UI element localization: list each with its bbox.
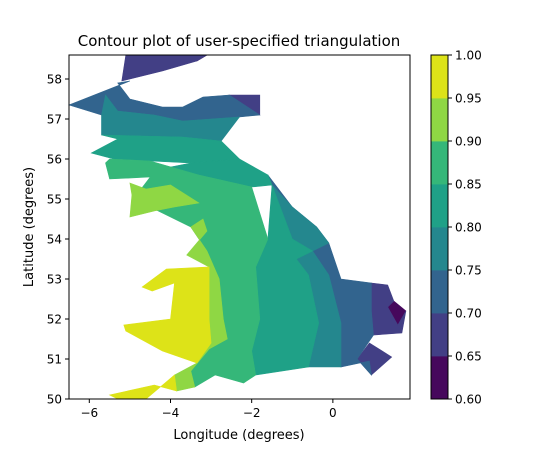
- y-tick-label: 52: [47, 313, 62, 327]
- colorbar-segment: [431, 55, 448, 99]
- colorbar-tick-label: 0.75: [455, 264, 482, 278]
- colorbar-segment: [431, 141, 448, 185]
- contour-band-6-region-1: [174, 218, 228, 392]
- contour-band-7-region-1: [108, 374, 177, 400]
- colorbar-tick-label: 0.90: [455, 135, 482, 149]
- colorbar-tick-label: 0.85: [455, 178, 482, 192]
- colorbar: 0.60 0.65 0.70 0.75 0.80 0.85 0.90 0.95 1.00: [430, 49, 482, 407]
- y-axis-label: Latitude (degrees): [22, 167, 37, 287]
- x-tick-label: −2: [243, 406, 261, 420]
- colorbar-tick-label: 0.70: [455, 307, 482, 321]
- y-tick-label: 58: [47, 73, 62, 87]
- x-axis-ticks: −6 −4 −2 0: [80, 399, 337, 420]
- contour-band-1-region-0: [121, 54, 209, 82]
- colorbar-tick-label: 1.00: [455, 49, 482, 63]
- colorbar-segment: [431, 227, 448, 271]
- x-tick-label: −4: [162, 406, 180, 420]
- contour-band-6-region-0: [129, 182, 200, 218]
- colorbar-tick-label: 0.65: [455, 350, 482, 364]
- y-tick-label: 54: [47, 233, 62, 247]
- contour-band-2-region-0: [68, 80, 261, 122]
- x-tick-label: −6: [80, 406, 98, 420]
- y-tick-label: 51: [47, 353, 62, 367]
- y-tick-label: 53: [47, 273, 62, 287]
- contour-bands: [68, 54, 407, 400]
- contour-band-7-region-0: [123, 266, 212, 364]
- plot-frame: [68, 54, 411, 400]
- colorbar-tick-label: 0.80: [455, 221, 482, 235]
- y-tick-label: 56: [47, 153, 62, 167]
- colorbar-tick-label: 0.95: [455, 92, 482, 106]
- colorbar-segment: [431, 184, 448, 228]
- colorbar-segment: [431, 270, 448, 314]
- y-tick-label: 50: [47, 393, 62, 407]
- colorbar-segment: [431, 313, 448, 357]
- colorbar-tick-label: 0.60: [455, 393, 482, 407]
- x-axis-label: Longitude (degrees): [173, 428, 304, 443]
- colorbar-segment: [431, 98, 448, 142]
- x-tick-label: 0: [329, 406, 337, 420]
- y-tick-label: 57: [47, 113, 62, 127]
- y-axis-ticks: 50 51 52 53 54 55 56 57 58: [47, 73, 69, 407]
- chart-title: Contour plot of user-specified triangula…: [78, 32, 401, 50]
- colorbar-segment: [431, 356, 448, 400]
- y-tick-label: 55: [47, 193, 62, 207]
